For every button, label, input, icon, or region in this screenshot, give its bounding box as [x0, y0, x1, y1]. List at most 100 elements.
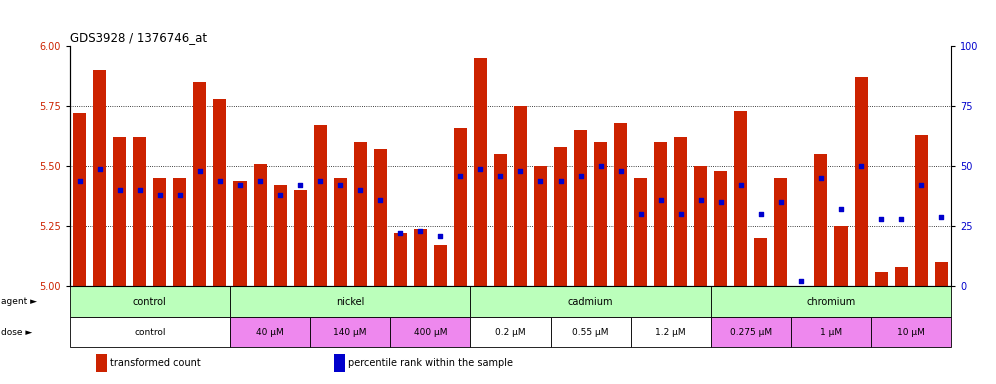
Bar [413, 228, 427, 286]
Point [873, 216, 889, 222]
Point [853, 163, 869, 169]
Text: dose ►: dose ► [1, 328, 32, 337]
Point [373, 197, 388, 203]
Bar [470, 317, 551, 348]
Text: transformed count: transformed count [111, 358, 201, 368]
Bar [153, 178, 166, 286]
Bar [551, 317, 630, 348]
Bar [934, 262, 947, 286]
Point [813, 175, 829, 181]
Bar [514, 106, 527, 286]
Text: 1.2 μM: 1.2 μM [655, 328, 686, 337]
Bar [335, 354, 345, 372]
Bar [70, 317, 230, 348]
Bar [894, 267, 907, 286]
Point [613, 168, 628, 174]
Text: 0.275 μM: 0.275 μM [730, 328, 772, 337]
Bar [454, 128, 467, 286]
Point [652, 197, 668, 203]
Bar [254, 164, 267, 286]
Point [672, 211, 688, 217]
Bar [714, 171, 727, 286]
Bar [230, 286, 470, 317]
Text: control: control [134, 328, 165, 337]
Bar [193, 82, 206, 286]
Text: agent ►: agent ► [1, 297, 37, 306]
Point [893, 216, 909, 222]
Point [412, 228, 428, 234]
Bar [815, 154, 828, 286]
Point [573, 173, 589, 179]
Bar [734, 111, 747, 286]
Text: 40 μM: 40 μM [256, 328, 284, 337]
Bar [334, 178, 347, 286]
Bar [711, 317, 791, 348]
Point [252, 177, 268, 184]
Point [632, 211, 648, 217]
Text: 0.2 μM: 0.2 μM [495, 328, 526, 337]
Text: GDS3928 / 1376746_at: GDS3928 / 1376746_at [70, 31, 207, 44]
Bar [230, 317, 310, 348]
Bar [97, 354, 107, 372]
Bar [310, 317, 390, 348]
Text: 1 μM: 1 μM [820, 328, 842, 337]
Bar [70, 286, 230, 317]
Point [92, 166, 108, 172]
Bar [634, 178, 647, 286]
Bar [615, 123, 627, 286]
Bar [470, 286, 711, 317]
Point [432, 233, 448, 239]
Point [773, 199, 789, 205]
Text: 0.55 μM: 0.55 μM [573, 328, 609, 337]
Point [292, 182, 308, 189]
Bar [393, 233, 406, 286]
Bar [133, 137, 146, 286]
Point [72, 177, 88, 184]
Bar [711, 286, 951, 317]
Bar [474, 58, 487, 286]
Point [472, 166, 488, 172]
Bar [654, 142, 667, 286]
Bar [574, 130, 587, 286]
Point [392, 230, 408, 237]
Text: 10 μM: 10 μM [897, 328, 925, 337]
Bar [554, 147, 567, 286]
Bar [791, 317, 872, 348]
Point [353, 187, 369, 193]
Bar [390, 317, 470, 348]
Bar [534, 166, 547, 286]
Bar [835, 226, 848, 286]
Point [152, 192, 168, 198]
Point [513, 168, 529, 174]
Bar [694, 166, 707, 286]
Point [753, 211, 769, 217]
Point [733, 182, 749, 189]
Point [793, 278, 809, 285]
Bar [213, 99, 226, 286]
Bar [754, 238, 767, 286]
Point [131, 187, 147, 193]
Bar [674, 137, 687, 286]
Bar [855, 77, 868, 286]
Text: chromium: chromium [807, 296, 856, 306]
Point [452, 173, 468, 179]
Bar [434, 245, 447, 286]
Text: 400 μM: 400 μM [413, 328, 447, 337]
Point [693, 197, 709, 203]
Bar [594, 142, 608, 286]
Bar [374, 149, 386, 286]
Point [272, 192, 288, 198]
Point [833, 206, 849, 212]
Bar [354, 142, 367, 286]
Text: percentile rank within the sample: percentile rank within the sample [349, 358, 513, 368]
Point [933, 214, 949, 220]
Bar [233, 180, 247, 286]
Bar [294, 190, 307, 286]
Bar [173, 178, 186, 286]
Text: nickel: nickel [336, 296, 365, 306]
Bar [774, 178, 788, 286]
Point [232, 182, 248, 189]
Bar [872, 317, 951, 348]
Point [533, 177, 549, 184]
Point [172, 192, 188, 198]
